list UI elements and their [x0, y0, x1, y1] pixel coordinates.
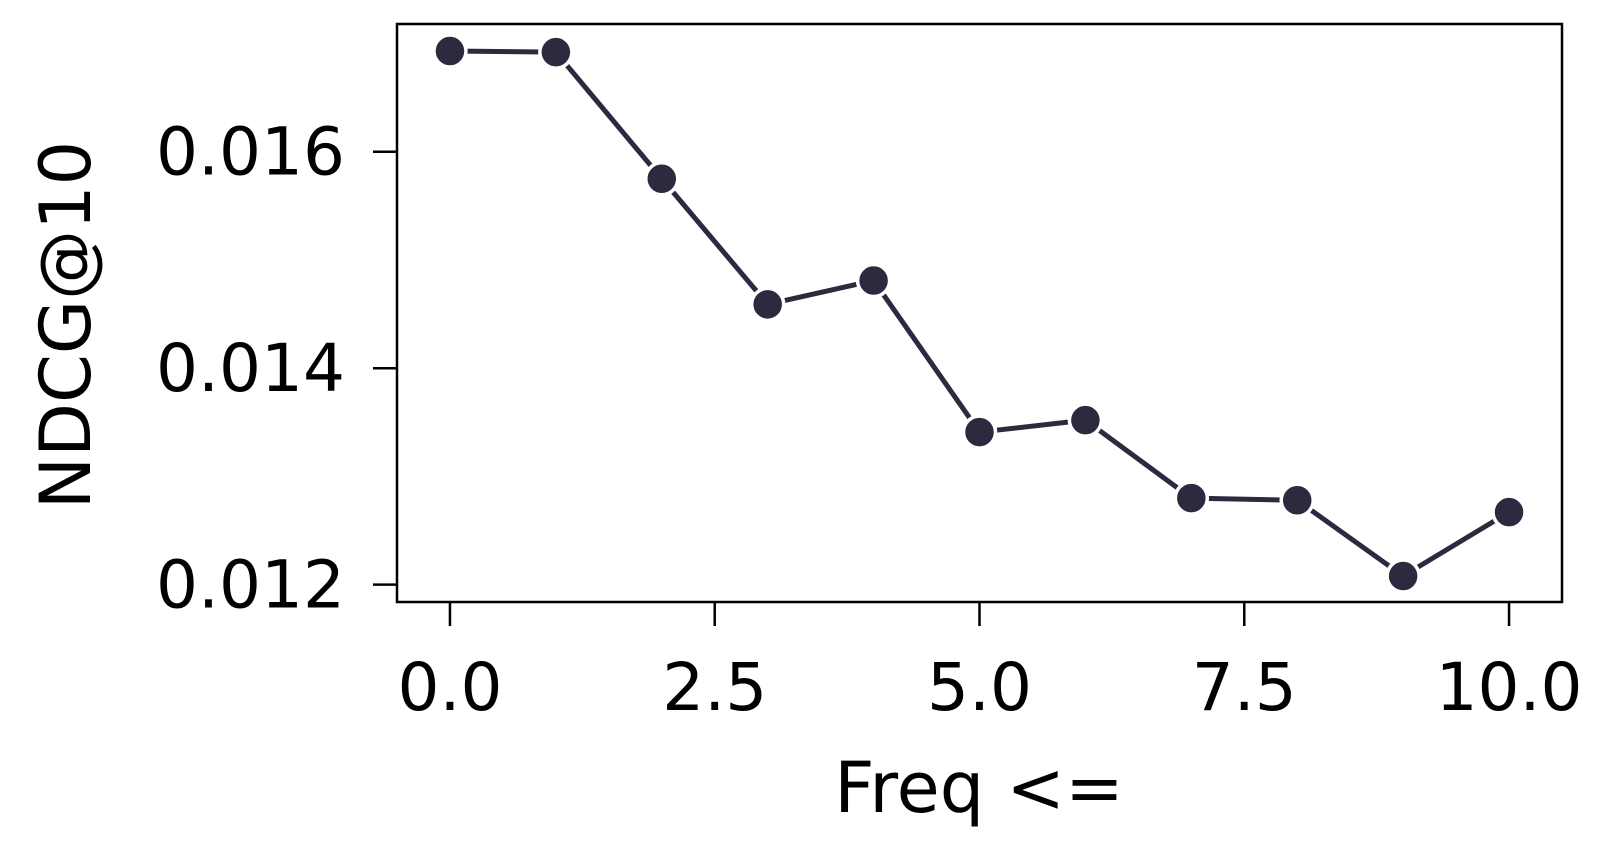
data-point — [1279, 482, 1315, 519]
data-point — [1385, 558, 1421, 594]
y-tick-label: 0.014 — [156, 330, 345, 407]
y-tick-label: 0.012 — [156, 547, 345, 624]
data-point — [1173, 480, 1210, 516]
x-tick-label: 2.5 — [662, 649, 767, 726]
data-point — [855, 262, 892, 299]
plot-frame — [395, 22, 1564, 604]
series-line — [447, 48, 1512, 579]
y-tick-label: 0.016 — [156, 114, 345, 191]
x-axis-ticks: 0.0 2.5 5.0 7.5 10.0 — [397, 602, 1583, 726]
data-point — [961, 414, 998, 450]
y-axis-ticks: 0.012 0.014 0.016 — [156, 114, 397, 624]
x-axis-title: Freq <= — [834, 747, 1123, 829]
data-point — [432, 33, 468, 69]
x-tick-label: 7.5 — [1192, 649, 1297, 726]
x-tick-label: 10.0 — [1436, 649, 1583, 726]
x-tick-label: 0.0 — [397, 649, 502, 726]
data-point — [1067, 402, 1104, 438]
data-point — [1491, 494, 1527, 530]
data-point — [538, 34, 574, 70]
x-tick-label: 5.0 — [927, 649, 1032, 726]
y-axis-title: NDCG@10 — [25, 141, 107, 509]
data-point — [749, 286, 786, 323]
data-point — [644, 161, 680, 197]
series-layer — [432, 33, 1527, 594]
